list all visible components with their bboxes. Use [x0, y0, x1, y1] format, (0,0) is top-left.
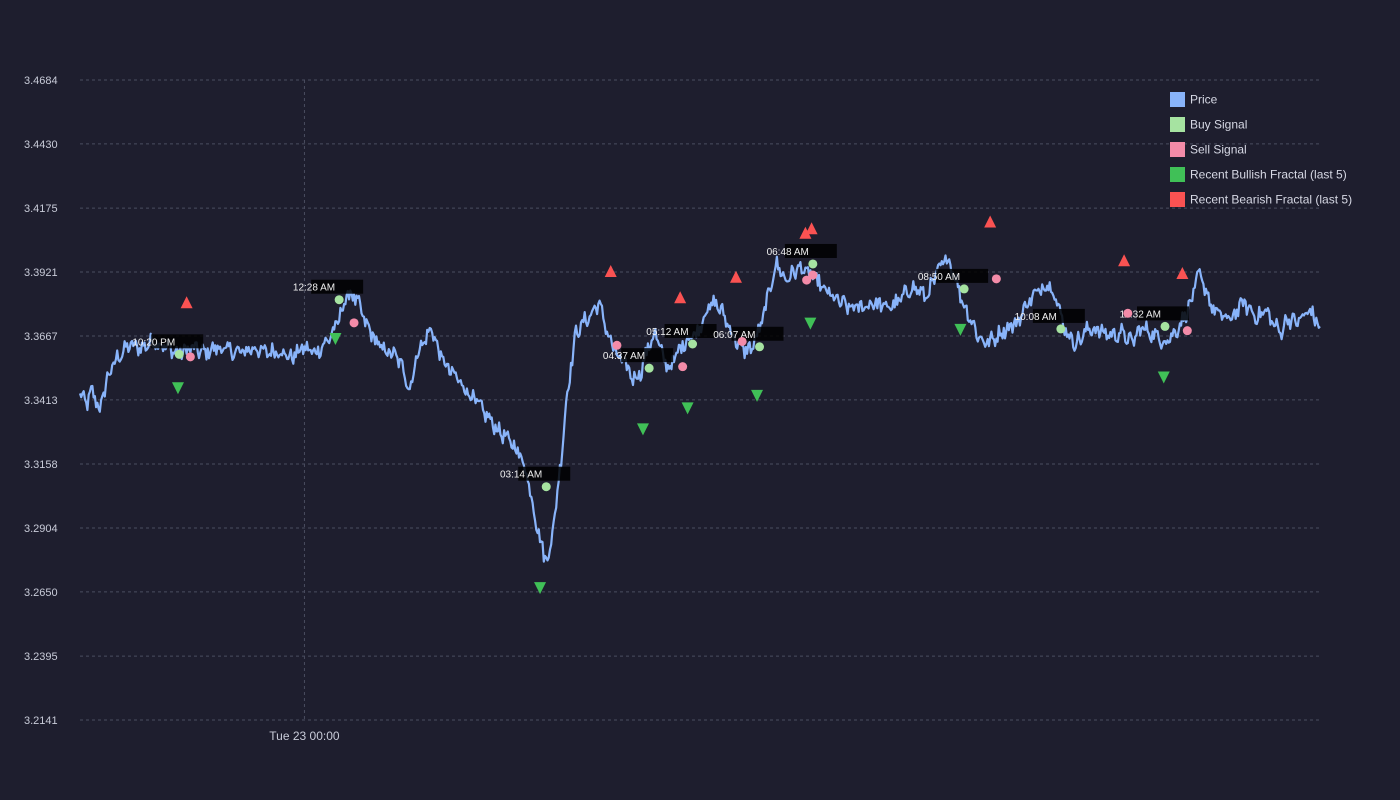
- legend-swatch: [1170, 167, 1185, 182]
- signal-markers: 10:20 PM 12:28 AM 03:14 AM 04:37 AM 05:12 AM…: [132, 215, 1192, 595]
- buy-signal-label-box: [784, 243, 837, 258]
- bearish-fractal-marker: [674, 291, 687, 304]
- y-tick-label: 3.4684: [24, 75, 58, 87]
- y-tick-label: 3.3667: [24, 331, 58, 343]
- buy-signal-marker: [1160, 321, 1170, 331]
- bearish-fractal-marker: [984, 215, 997, 228]
- buy-signal-label-box: [731, 326, 784, 341]
- buy-signal-label: 03:14 AM: [500, 470, 542, 481]
- y-tick-label: 3.2650: [24, 587, 58, 599]
- buy-signal-label: 10:20 PM: [132, 337, 175, 348]
- y-tick-label: 3.2904: [24, 523, 58, 535]
- y-tick-label: 3.4175: [24, 203, 58, 215]
- axes: 3.2141 3.2395 3.2650 3.2904 3.3158 3.3413 3.36…: [24, 75, 340, 743]
- buy-signal-label: 08:50 AM: [918, 272, 960, 283]
- buy-signal-label-box: [1032, 308, 1085, 323]
- legend-swatch: [1170, 92, 1185, 107]
- bullish-fractal-marker: [329, 332, 342, 345]
- sell-signal-marker: [612, 340, 622, 350]
- buy-signal-label-box: [151, 334, 204, 349]
- buy-signal-label: 10:08 AM: [1015, 312, 1057, 323]
- bullish-fractal-marker: [681, 402, 694, 415]
- sell-signal-marker: [737, 336, 747, 346]
- y-tick-label: 3.4430: [24, 139, 58, 151]
- buy-signal-label-box: [664, 324, 717, 339]
- sell-signal-marker: [349, 318, 359, 328]
- y-tick-label: 3.2395: [24, 651, 58, 663]
- legend-label: Price: [1190, 93, 1218, 107]
- bullish-fractal-marker: [636, 423, 649, 436]
- bearish-fractal-marker: [180, 296, 193, 309]
- sell-signal-marker: [808, 270, 818, 280]
- bullish-fractal-marker: [1157, 371, 1170, 384]
- buy-signal-label-box: [311, 279, 364, 294]
- buy-signal-marker: [808, 259, 818, 269]
- sell-signal-marker: [1182, 326, 1192, 336]
- bearish-fractal-marker: [1176, 267, 1189, 280]
- bullish-fractal-marker: [751, 389, 764, 402]
- buy-signal-label-box: [518, 466, 571, 481]
- y-tick-label: 3.3413: [24, 395, 58, 407]
- sell-signal-marker: [802, 275, 812, 285]
- buy-signal-label: 12:28 AM: [293, 283, 335, 294]
- buy-signal-label: 06:07 AM: [713, 330, 755, 341]
- buy-signal-label-box: [936, 268, 989, 283]
- bearish-fractal-marker: [805, 222, 818, 235]
- bearish-fractal-marker: [604, 265, 617, 278]
- legend-swatch: [1170, 117, 1185, 132]
- x-tick-label: Tue 23 00:00: [269, 729, 340, 743]
- buy-signal-label-box: [621, 348, 674, 363]
- bearish-fractal-marker: [1118, 254, 1131, 267]
- buy-signal-marker: [644, 363, 654, 373]
- sell-signal-marker: [1123, 308, 1133, 318]
- buy-signal-label: 05:12 AM: [646, 327, 688, 338]
- buy-signal-marker: [959, 284, 969, 294]
- sell-signal-marker: [991, 274, 1001, 284]
- sell-signal-marker: [185, 352, 195, 362]
- legend-label: Recent Bearish Fractal (last 5): [1190, 193, 1352, 207]
- buy-signal-marker: [755, 342, 765, 352]
- buy-signal-marker: [174, 349, 184, 359]
- grid: [80, 79, 1320, 721]
- buy-signal-label: 11:32 AM: [1119, 309, 1161, 320]
- legend-swatch: [1170, 142, 1185, 157]
- bullish-fractal-marker: [804, 317, 817, 330]
- y-tick-label: 3.2141: [24, 715, 58, 727]
- y-tick-label: 3.3158: [24, 459, 58, 471]
- buy-signal-label: 06:48 AM: [767, 247, 809, 258]
- legend-label: Sell Signal: [1190, 143, 1247, 157]
- bearish-fractal-marker: [799, 226, 812, 239]
- sell-signal-marker: [678, 362, 688, 372]
- bullish-fractal-marker: [534, 582, 547, 595]
- legend-label: Buy Signal: [1190, 118, 1247, 132]
- legend-swatch: [1170, 192, 1185, 207]
- buy-signal-marker: [688, 339, 698, 349]
- legend: Price Buy Signal Sell Signal Recent Bullish…: [1170, 92, 1352, 207]
- buy-signal-marker: [1056, 324, 1066, 334]
- bearish-fractal-marker: [729, 270, 742, 283]
- legend-label: Recent Bullish Fractal (last 5): [1190, 168, 1347, 182]
- y-tick-label: 3.3921: [24, 267, 58, 279]
- buy-signal-label: 04:37 AM: [603, 351, 645, 362]
- bullish-fractal-marker: [171, 382, 184, 395]
- buy-signal-label-box: [1137, 306, 1189, 321]
- buy-signal-marker: [334, 295, 344, 305]
- buy-signal-marker: [541, 482, 551, 492]
- bullish-fractal-marker: [954, 323, 967, 336]
